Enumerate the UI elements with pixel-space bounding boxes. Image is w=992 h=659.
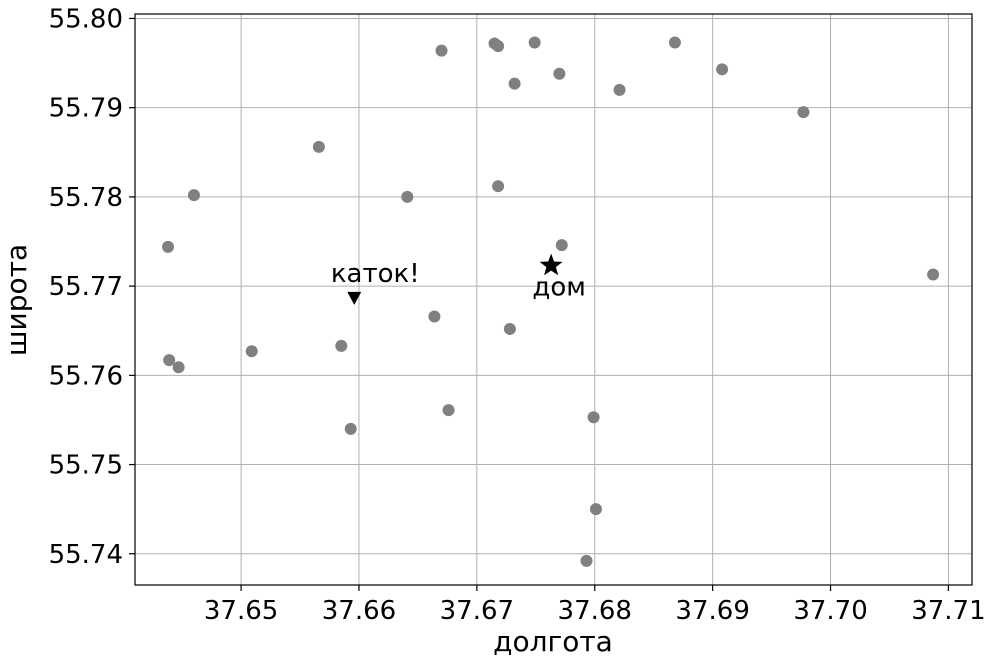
- data-point: [245, 345, 258, 358]
- y-tick-label: 55.80: [49, 4, 123, 34]
- x-tick-label: 37.69: [675, 596, 749, 626]
- data-point: [589, 503, 602, 516]
- x-axis-ticks: 37.65 37.66 37.67 37.68 37.69 37.70 37.71: [204, 585, 986, 626]
- data-point: [587, 411, 600, 424]
- home-star-marker: [539, 253, 563, 276]
- y-tick-label: 55.77: [49, 272, 123, 302]
- data-point: [435, 44, 448, 57]
- data-point: [580, 554, 593, 567]
- data-point: [172, 361, 185, 374]
- y-tick-label: 55.76: [49, 361, 123, 391]
- data-point: [927, 268, 940, 281]
- data-point: [335, 339, 348, 352]
- data-point: [508, 77, 521, 90]
- data-point: [613, 83, 626, 96]
- data-point: [528, 36, 541, 49]
- y-tick-label: 55.78: [49, 183, 123, 213]
- rink-marker: [347, 291, 362, 305]
- data-point: [716, 63, 729, 76]
- rink-label: каток!: [331, 259, 420, 289]
- data-point: [428, 310, 441, 323]
- data-points: [162, 36, 940, 567]
- data-point: [492, 40, 505, 53]
- data-point: [401, 190, 414, 203]
- data-point: [668, 36, 681, 49]
- data-point: [312, 140, 325, 153]
- data-point: [187, 189, 200, 202]
- y-tick-label: 55.75: [49, 451, 123, 481]
- annotations: каток! дом: [331, 253, 586, 305]
- y-tick-label: 55.74: [49, 540, 123, 570]
- x-tick-label: 37.71: [911, 596, 985, 626]
- grid: [135, 14, 972, 585]
- data-point: [162, 240, 175, 253]
- x-tick-label: 37.65: [204, 596, 278, 626]
- data-point: [555, 239, 568, 252]
- x-tick-label: 37.66: [322, 596, 396, 626]
- y-tick-label: 55.79: [49, 94, 123, 124]
- home-label: дом: [532, 273, 586, 303]
- y-axis-label: широта: [0, 244, 33, 356]
- data-point: [492, 180, 505, 193]
- x-tick-label: 37.67: [440, 596, 514, 626]
- plot-frame: [134, 13, 973, 586]
- data-point: [344, 422, 357, 435]
- x-tick-label: 37.68: [558, 596, 632, 626]
- x-axis-label: долгота: [493, 625, 613, 658]
- x-tick-label: 37.70: [793, 596, 867, 626]
- data-point: [503, 322, 516, 335]
- data-point: [442, 404, 455, 417]
- data-point: [797, 106, 810, 119]
- y-axis-ticks: 55.74 55.75 55.76 55.77 55.78 55.79 55.80: [49, 4, 135, 570]
- data-point: [553, 67, 566, 80]
- data-point: [163, 354, 176, 367]
